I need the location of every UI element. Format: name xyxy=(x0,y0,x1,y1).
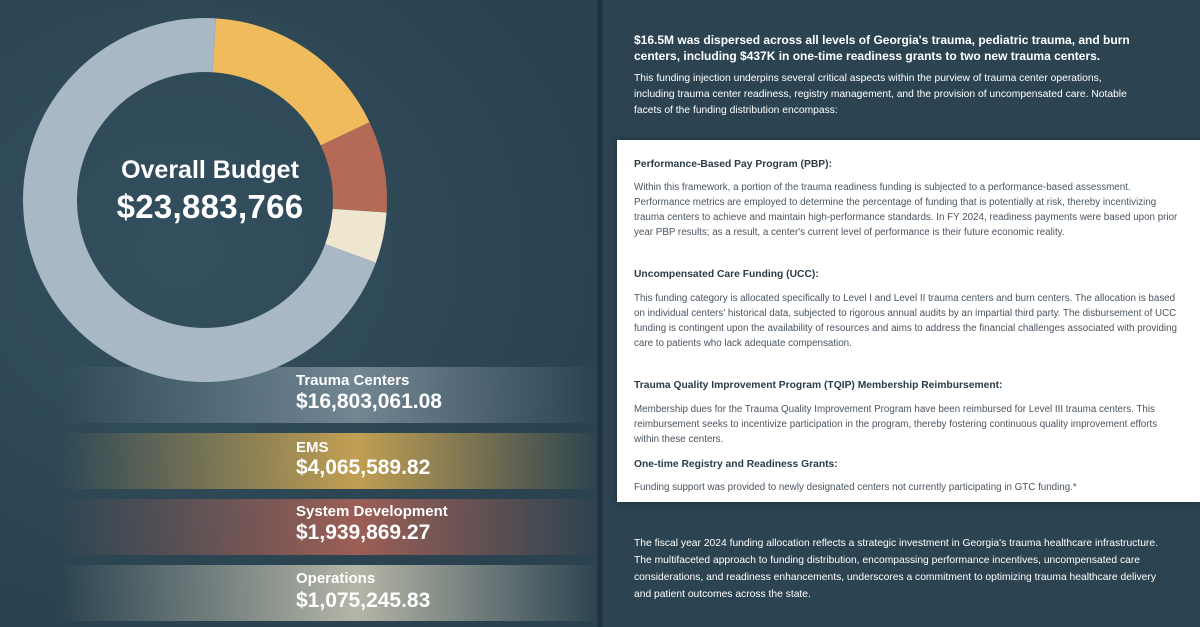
intro-summary: $16.5M was dispersed across all levels o… xyxy=(634,33,1130,63)
legend-band-trauma-centers xyxy=(60,367,600,423)
overall-budget-value: $23,883,766 xyxy=(116,188,304,225)
funding-facets-card: Performance-Based Pay Program (PBP): Wit… xyxy=(617,140,1200,502)
donut-slice-system-development xyxy=(320,122,388,213)
budget-donut-chart xyxy=(23,18,600,621)
legend-label-system-development: System Development xyxy=(296,503,448,520)
section-body-tqip: Membership dues for the Trauma Quality I… xyxy=(634,404,1158,445)
intro-paragraph: This funding injection underpins several… xyxy=(634,73,1127,116)
section-heading-ucc: Uncompensated Care Funding (UCC): xyxy=(634,269,819,280)
overall-budget-title: Overall Budget xyxy=(121,156,299,184)
donut-slice-operations xyxy=(325,208,387,263)
legend-band-system-development xyxy=(60,499,600,555)
legend-band-ems xyxy=(60,433,600,489)
budget-panel: Overall Budget $23,883,766 Trauma Center… xyxy=(0,0,600,627)
section-body-pbp: Within this framework, a portion of the … xyxy=(634,182,1178,238)
legend-value-operations: $1,075,245.83 xyxy=(296,589,431,612)
legend-label-trauma-centers: Trauma Centers xyxy=(296,372,410,389)
legend-band-operations xyxy=(60,565,600,621)
legend-value-ems: $4,065,589.82 xyxy=(296,456,431,479)
section-heading-pbp: Performance-Based Pay Program (PBP): xyxy=(634,159,832,170)
legend-label-operations: Operations xyxy=(296,570,376,587)
donut-slice-ems xyxy=(212,18,370,146)
legend-label-ems: EMS xyxy=(296,439,329,456)
section-heading-tqip: Trauma Quality Improvement Program (TQIP… xyxy=(634,380,1003,391)
closing-paragraph: The fiscal year 2024 funding allocation … xyxy=(634,538,1158,600)
section-heading-grants: One-time Registry and Readiness Grants: xyxy=(634,459,838,470)
donut-slice-trauma-centers xyxy=(23,18,376,382)
section-body-ucc: This funding category is allocated speci… xyxy=(634,293,1177,349)
legend-value-trauma-centers: $16,803,061.08 xyxy=(296,390,442,413)
legend-value-system-development: $1,939,869.27 xyxy=(296,521,431,544)
panel-divider xyxy=(597,0,603,627)
section-body-grants: Funding support was provided to newly de… xyxy=(634,482,1077,493)
